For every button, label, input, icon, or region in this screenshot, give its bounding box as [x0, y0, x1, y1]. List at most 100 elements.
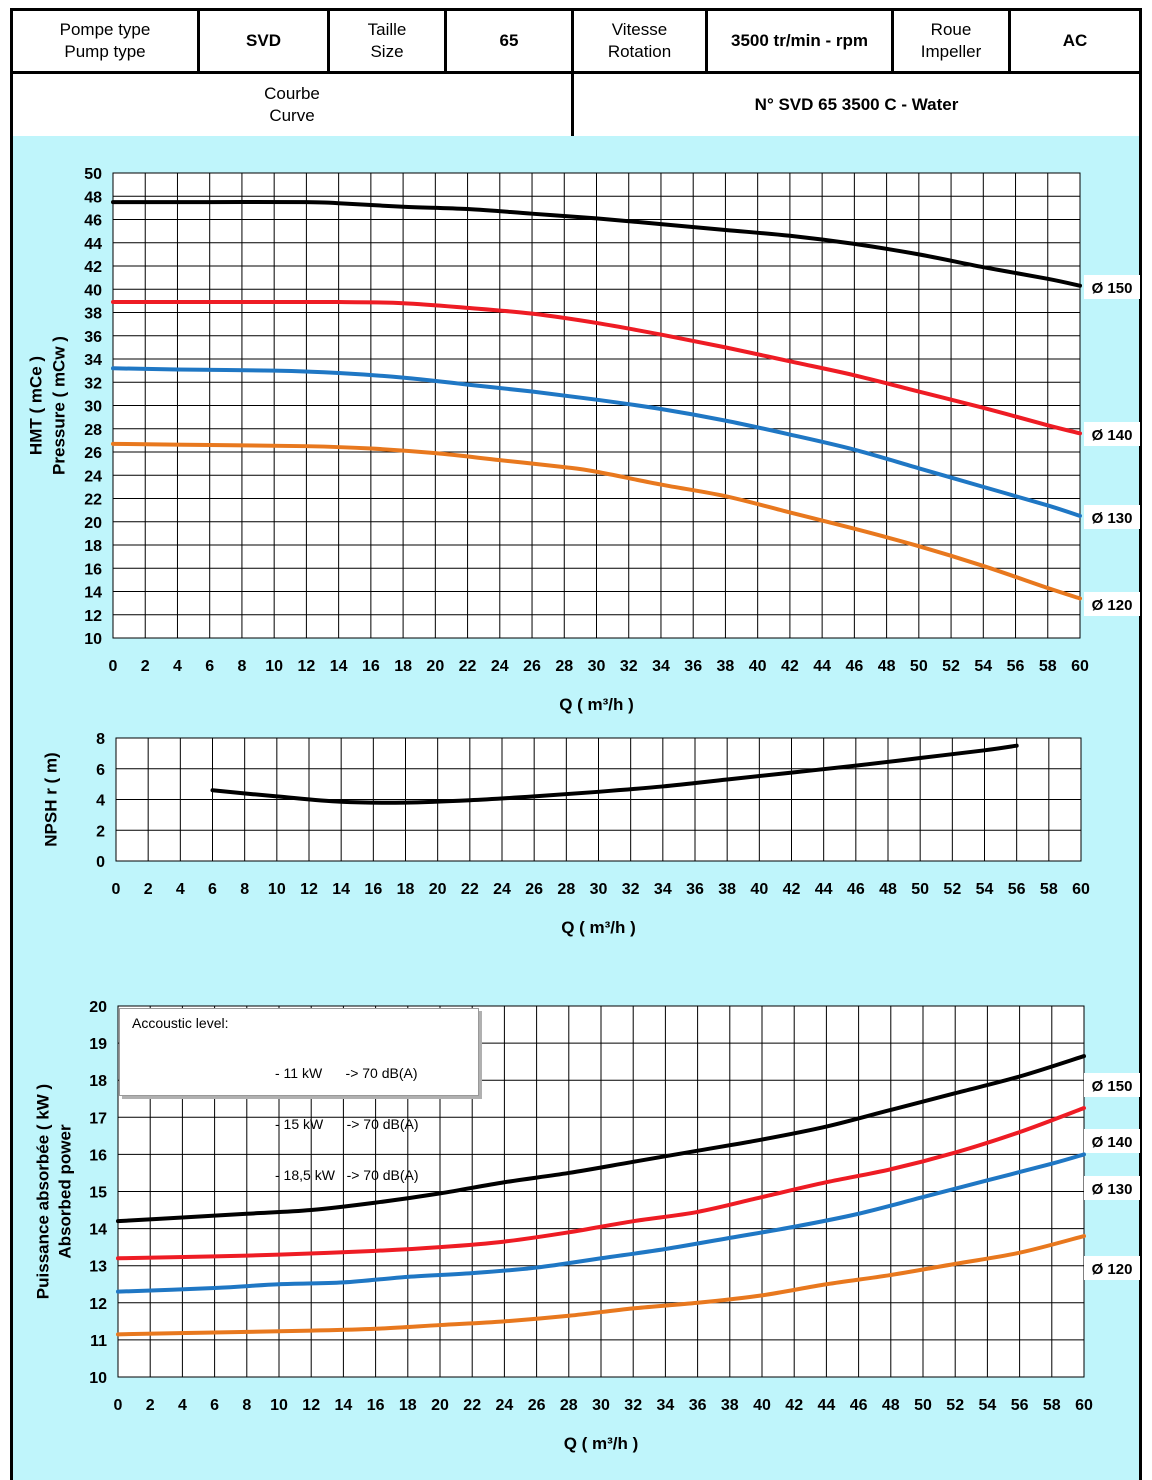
speed-value: 3500 tr/min - rpm: [708, 11, 894, 71]
chart3-x-tick-label: 8: [242, 1397, 251, 1414]
chart1-x-tick-label: 52: [942, 658, 960, 675]
chart1-y-tick-label: 12: [84, 608, 102, 625]
chart1-x-tick-label: 28: [555, 658, 573, 675]
chart3-y-tick-label: 15: [89, 1185, 107, 1202]
chart1-y-tick-label: 36: [84, 329, 102, 346]
chart1-y-tick-label: 34: [84, 352, 102, 369]
chart2-x-tick-label: 58: [1040, 881, 1058, 898]
chart2-y-tick-label: 4: [96, 793, 105, 810]
chart2-x-tick-label: 46: [847, 881, 865, 898]
chart2-y-tick-label: 2: [96, 823, 105, 840]
chart3-series-label: Ø 130: [1092, 1181, 1133, 1198]
pump-type-label: Pompe type Pump type: [13, 11, 200, 71]
chart1-x-tick-label: 46: [845, 658, 863, 675]
chart2-x-tick-label: 16: [364, 881, 382, 898]
chart3-y-tick-label: 20: [89, 999, 107, 1016]
pump-type-value: SVD: [200, 11, 330, 71]
chart2-x-tick-label: 10: [268, 881, 286, 898]
chart3-x-tick-label: 28: [560, 1397, 578, 1414]
chart3-y-tick-label: 16: [89, 1147, 107, 1164]
chart3-y-tick-label: 18: [89, 1073, 107, 1090]
chart1-x-tick-label: 14: [330, 658, 348, 675]
chart1-x-tick-label: 42: [781, 658, 799, 675]
chart1-x-tick-label: 40: [749, 658, 767, 675]
chart2-x-tick-label: 8: [240, 881, 249, 898]
impeller-value: AC: [1062, 31, 1088, 50]
accoustic-line-2: - 15 kW -> 70 dB(A): [275, 1116, 419, 1132]
chart3-x-tick-label: 22: [463, 1397, 481, 1414]
header-row-1: Pompe type Pump type SVD Taille Size 65 …: [13, 11, 1139, 74]
chart3-series-d120: [116, 1234, 1086, 1337]
chart1-series-label-bg: [1084, 275, 1140, 299]
chart2-x-tick-label: 48: [879, 881, 897, 898]
chart1-y-tick-label: 38: [84, 306, 102, 323]
chart2-x-tick-label: 34: [654, 881, 672, 898]
chart3-series-label-bg: [1084, 1073, 1140, 1097]
chart3-x-tick-label: 56: [1011, 1397, 1029, 1414]
chart1-series-label: Ø 140: [1092, 427, 1133, 444]
chart3-x-tick-label: 60: [1075, 1397, 1093, 1414]
chart1-x-tick-label: 36: [684, 658, 702, 675]
chart2-x-tick-label: 26: [525, 881, 543, 898]
chart1-y-tick-label: 46: [84, 213, 102, 230]
chart2-y-tick-label: 6: [96, 762, 105, 779]
chart3-y-axis-title: Absorbed power: [55, 1124, 74, 1259]
size-label: Taille Size: [330, 11, 447, 71]
chart3-x-tick-label: 40: [753, 1397, 771, 1414]
chart3-x-tick-label: 48: [882, 1397, 900, 1414]
chart2-x-tick-label: 28: [557, 881, 575, 898]
chart1-x-tick-label: 30: [588, 658, 606, 675]
chart2-x-tick-label: 0: [112, 881, 121, 898]
chart2-x-tick-label: 32: [622, 881, 640, 898]
chart1-x-tick-label: 44: [813, 658, 831, 675]
chart1-x-tick-label: 56: [1007, 658, 1025, 675]
chart1-x-tick-label: 8: [237, 658, 246, 675]
chart1-y-tick-label: 40: [84, 282, 102, 299]
chart1-y-tick-label: 44: [84, 236, 102, 253]
chart2-x-tick-label: 36: [686, 881, 704, 898]
chart2-x-tick-label: 40: [750, 881, 768, 898]
chart2-x-tick-label: 22: [461, 881, 479, 898]
chart2-x-tick-label: 20: [429, 881, 447, 898]
chart1-x-tick-label: 58: [1039, 658, 1057, 675]
chart3-y-tick-label: 19: [89, 1036, 107, 1053]
chart2-series-npsh: [210, 743, 1019, 805]
chart2-y-tick-label: 0: [96, 854, 105, 871]
chart2-x-tick-label: 18: [397, 881, 415, 898]
chart2-x-tick-label: 30: [590, 881, 608, 898]
chart1-x-tick-label: 20: [426, 658, 444, 675]
chart3-x-tick-label: 38: [721, 1397, 739, 1414]
chart2-y-tick-label: 8: [96, 731, 105, 748]
chart1-x-tick-label: 12: [298, 658, 316, 675]
size-value: 65: [447, 11, 574, 71]
chart1-x-tick-label: 22: [459, 658, 477, 675]
chart3-series-label: Ø 140: [1092, 1134, 1133, 1151]
chart3-x-tick-label: 2: [146, 1397, 155, 1414]
chart3-series-label: Ø 150: [1092, 1078, 1133, 1095]
chart3-x-tick-label: 46: [850, 1397, 868, 1414]
chart1-series-d150: [111, 199, 1082, 288]
chart2-x-tick-label: 14: [332, 881, 350, 898]
speed-label: Vitesse Rotation: [574, 11, 708, 71]
chart3-y-tick-label: 13: [89, 1259, 107, 1276]
chart3-x-tick-label: 4: [178, 1397, 187, 1414]
chart1-series-d140: [111, 299, 1082, 436]
chart1-series-label-bg: [1084, 592, 1140, 616]
chart1-y-tick-label: 20: [84, 515, 102, 532]
chart3-x-tick-label: 0: [114, 1397, 123, 1414]
chart1-series-label-bg: [1084, 505, 1140, 529]
chart1-y-tick-label: 14: [84, 585, 102, 602]
chart3-series-d130: [116, 1152, 1086, 1294]
curve-label: Courbe Curve: [13, 74, 574, 136]
chart2-x-tick-label: 54: [976, 881, 994, 898]
chart3-y-tick-label: 11: [90, 1333, 107, 1350]
chart1-x-tick-label: 32: [620, 658, 638, 675]
accoustic-line-3: - 18,5 kW -> 70 dB(A): [275, 1167, 419, 1183]
chart3-x-tick-label: 12: [302, 1397, 320, 1414]
chart3-x-tick-label: 34: [657, 1397, 675, 1414]
chart1-y-tick-label: 16: [84, 561, 102, 578]
chart1-y-tick-label: 48: [84, 189, 102, 206]
chart1-series-d130: [111, 366, 1082, 518]
chart2-x-tick-label: 4: [176, 881, 185, 898]
chart3-y-tick-label: 10: [89, 1370, 107, 1387]
